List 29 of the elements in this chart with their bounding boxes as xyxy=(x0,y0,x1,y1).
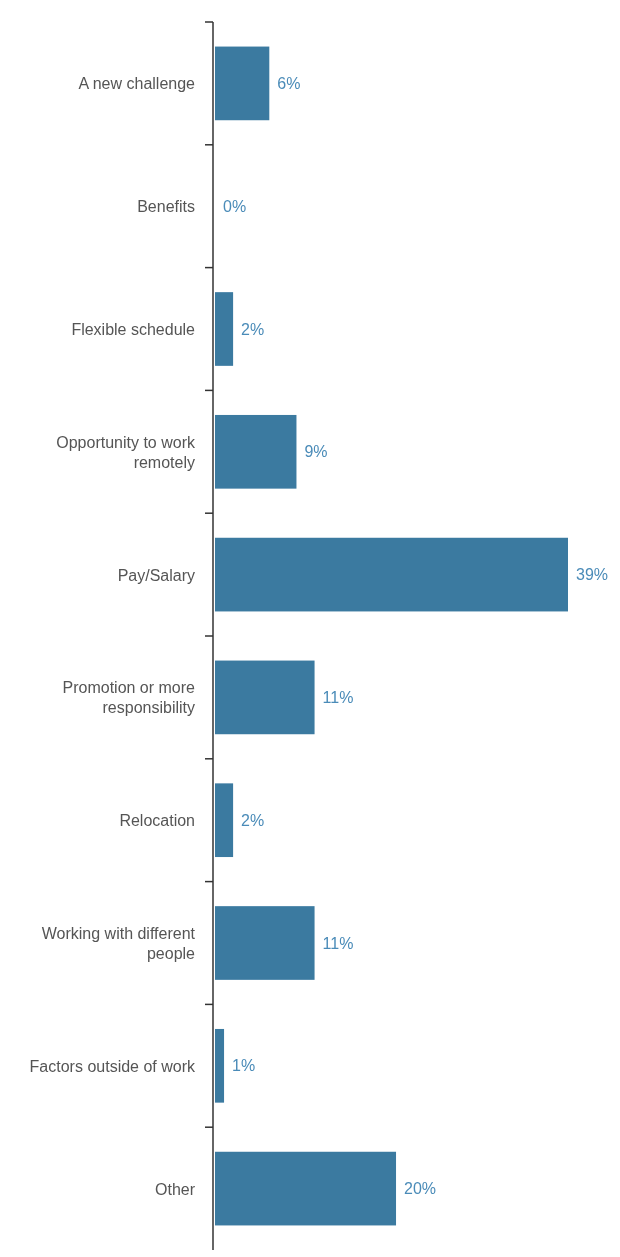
y-tick-label: Opportunity to work remotely xyxy=(56,433,196,471)
bar xyxy=(215,292,234,366)
bar xyxy=(215,660,315,735)
data-label: 39% xyxy=(576,566,609,584)
y-tick-label: Pay/Salary xyxy=(117,566,195,584)
bar xyxy=(215,537,568,612)
bar xyxy=(215,46,270,121)
y-tick-label: Other xyxy=(154,1180,196,1198)
y-tick-label: Working with different people xyxy=(41,924,196,962)
data-label: 2% xyxy=(241,811,265,829)
y-tick-label: Factors outside of work xyxy=(29,1057,196,1075)
data-label: 11% xyxy=(322,934,354,952)
data-label: 9% xyxy=(304,443,328,461)
bar xyxy=(215,414,297,489)
data-label: 0% xyxy=(223,197,247,215)
data-label: 1% xyxy=(232,1057,256,1075)
bar xyxy=(215,783,234,858)
data-label: 11% xyxy=(322,688,354,706)
y-tick-label: Benefits xyxy=(137,197,195,215)
data-label: 2% xyxy=(241,320,265,338)
y-tick-label: A new challenge xyxy=(78,74,196,92)
y-tick-label: Promotion or more responsibility xyxy=(62,678,196,716)
bar xyxy=(215,1151,397,1226)
y-tick-label: Relocation xyxy=(119,811,195,829)
bar xyxy=(215,906,315,980)
y-tick-label: Flexible schedule xyxy=(71,320,196,338)
bar xyxy=(215,1028,225,1103)
data-label: 6% xyxy=(277,74,301,92)
data-label: 20% xyxy=(404,1180,437,1198)
